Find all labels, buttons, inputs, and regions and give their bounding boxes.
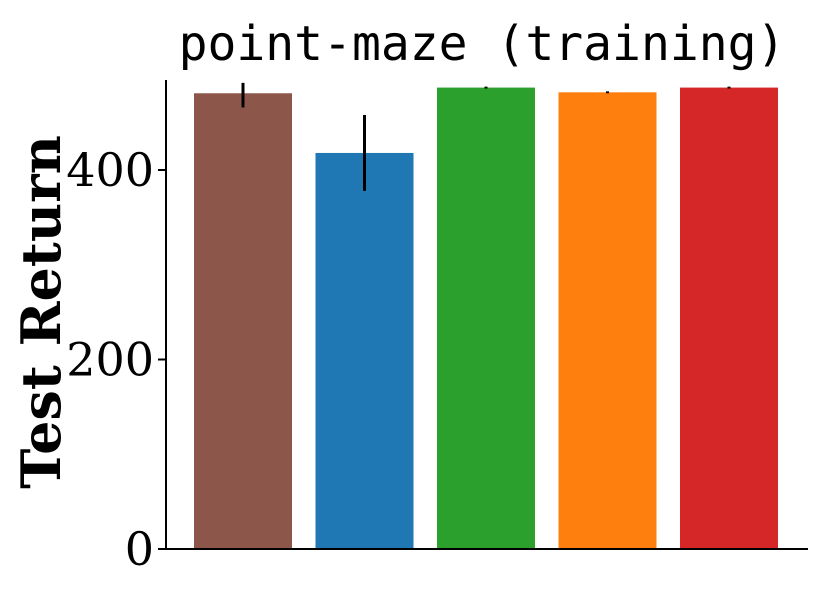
bar [315,152,414,549]
chart-title: point-maze (training) [179,16,786,72]
y-axis-ticks: 0 200 400 [66,143,166,576]
bar [680,87,778,549]
y-tick-label: 400 [66,143,154,197]
y-tick-label: 200 [66,333,154,387]
bars [194,87,778,549]
bar [437,87,535,549]
bar [558,92,657,549]
y-tick-label: 0 [125,522,154,576]
bar [194,93,292,549]
y-axis-label: Test Return [9,135,73,489]
error-bars [241,82,731,191]
